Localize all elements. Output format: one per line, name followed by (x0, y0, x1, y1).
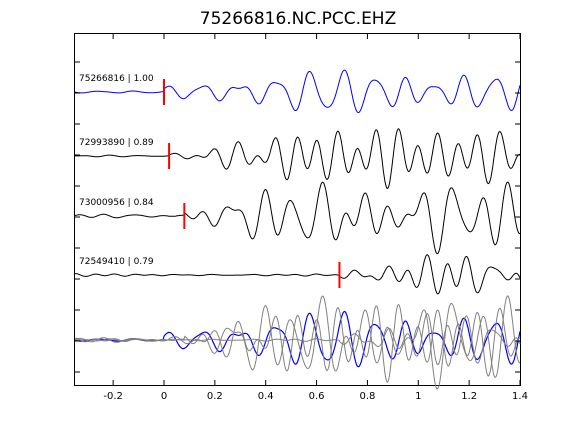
x-tick-label: 0 (161, 391, 167, 402)
trace-label-4: 72549410 | 0.79 (79, 257, 154, 267)
x-tick-label: 0.2 (207, 391, 223, 402)
trace-waveform-2 (74, 128, 521, 190)
x-tick-label: -0.2 (103, 391, 123, 402)
trace-label-2: 72993890 | 0.89 (79, 138, 154, 148)
trace-waveform-1 (74, 69, 521, 114)
x-tick-label: 1.2 (461, 391, 477, 402)
x-tick-label: 0.4 (258, 391, 274, 402)
chart-title: 75266816.NC.PCC.EHZ (200, 9, 397, 29)
ticks-layer: -0.2 0 0.2 0.4 0.6 0.8 1 1.2 1.4 (75, 34, 528, 402)
trace-waveform-4 (75, 254, 521, 295)
stack-waveform-4 (74, 312, 521, 366)
trace-label-3: 73000956 | 0.84 (79, 198, 154, 208)
x-tick-label: 0.8 (359, 391, 375, 402)
x-tick-label: 0.6 (309, 391, 325, 402)
trace-waveform-3 (74, 181, 521, 255)
plot-frame (74, 33, 521, 386)
traces-layer: 75266816 | 1.00 72993890 | 0.89 73000956 |… (74, 69, 521, 390)
x-tick-label: 1 (415, 391, 421, 402)
trace-label-1: 75266816 | 1.00 (79, 74, 154, 84)
x-tick-label: 1.4 (512, 391, 528, 402)
